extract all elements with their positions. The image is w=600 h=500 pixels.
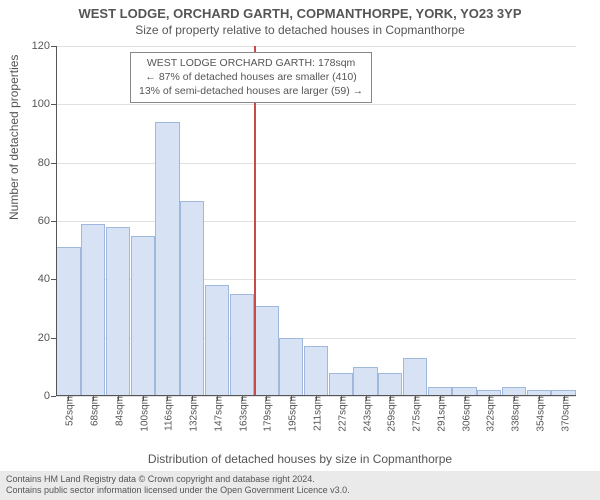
x-tick-label: 68sqm xyxy=(86,396,101,426)
bar xyxy=(155,122,179,396)
x-tick-label: 243sqm xyxy=(358,396,373,432)
x-tick-label: 195sqm xyxy=(284,396,299,432)
x-tick-label: 306sqm xyxy=(457,396,472,432)
footer-line-2: Contains public sector information licen… xyxy=(6,485,594,497)
grid-line xyxy=(56,46,576,47)
bar xyxy=(81,224,105,396)
x-tick-label: 147sqm xyxy=(209,396,224,432)
chart-plot-area: 02040608010012052sqm68sqm84sqm100sqm116s… xyxy=(56,46,576,396)
bar xyxy=(180,201,204,396)
x-tick-label: 354sqm xyxy=(531,396,546,432)
bar xyxy=(106,227,130,396)
annotation-box: WEST LODGE ORCHARD GARTH: 178sqm ← 87% o… xyxy=(130,52,372,103)
x-tick-label: 259sqm xyxy=(383,396,398,432)
grid-line xyxy=(56,163,576,164)
bar xyxy=(56,247,80,396)
y-tick-label: 40 xyxy=(38,273,56,285)
bar xyxy=(353,367,377,396)
chart-container: WEST LODGE, ORCHARD GARTH, COPMANTHORPE,… xyxy=(0,0,600,500)
bar xyxy=(378,373,402,396)
x-tick-label: 275sqm xyxy=(408,396,423,432)
bar xyxy=(254,306,278,396)
x-tick-label: 291sqm xyxy=(432,396,447,432)
x-tick-label: 116sqm xyxy=(160,396,175,431)
footer: Contains HM Land Registry data © Crown c… xyxy=(0,471,600,500)
bar xyxy=(131,236,155,396)
x-tick-label: 163sqm xyxy=(234,396,249,432)
bar xyxy=(279,338,303,396)
bar xyxy=(304,346,328,396)
bar xyxy=(329,373,353,396)
annotation-line-3: 13% of semi-detached houses are larger (… xyxy=(139,84,363,98)
y-tick-label: 60 xyxy=(38,215,56,227)
x-tick-label: 52sqm xyxy=(61,396,76,426)
annotation-line-2: ← 87% of detached houses are smaller (41… xyxy=(139,70,363,84)
x-tick-label: 179sqm xyxy=(259,396,274,432)
y-tick-label: 120 xyxy=(32,40,56,52)
x-tick-label: 322sqm xyxy=(482,396,497,432)
y-tick-label: 0 xyxy=(44,390,56,402)
annotation-line-1: WEST LODGE ORCHARD GARTH: 178sqm xyxy=(139,56,363,70)
x-tick-label: 370sqm xyxy=(556,396,571,432)
y-axis-line xyxy=(56,46,57,396)
chart-title-sub: Size of property relative to detached ho… xyxy=(0,21,600,37)
y-tick-label: 80 xyxy=(38,157,56,169)
footer-line-1: Contains HM Land Registry data © Crown c… xyxy=(6,474,594,486)
x-tick-label: 84sqm xyxy=(110,396,125,426)
x-axis-label: Distribution of detached houses by size … xyxy=(0,452,600,466)
bar xyxy=(205,285,229,396)
bar xyxy=(230,294,254,396)
y-tick-label: 20 xyxy=(38,332,56,344)
y-axis-label: Number of detached properties xyxy=(7,55,21,220)
x-tick-label: 211sqm xyxy=(309,396,324,431)
bar xyxy=(403,358,427,396)
grid-line xyxy=(56,221,576,222)
x-axis-line xyxy=(56,395,576,396)
grid-line xyxy=(56,104,576,105)
chart-title-main: WEST LODGE, ORCHARD GARTH, COPMANTHORPE,… xyxy=(0,0,600,21)
x-tick-label: 132sqm xyxy=(185,396,200,432)
y-tick-label: 100 xyxy=(32,98,56,110)
x-tick-label: 227sqm xyxy=(333,396,348,432)
x-tick-label: 100sqm xyxy=(135,396,150,432)
x-tick-label: 338sqm xyxy=(507,396,522,432)
